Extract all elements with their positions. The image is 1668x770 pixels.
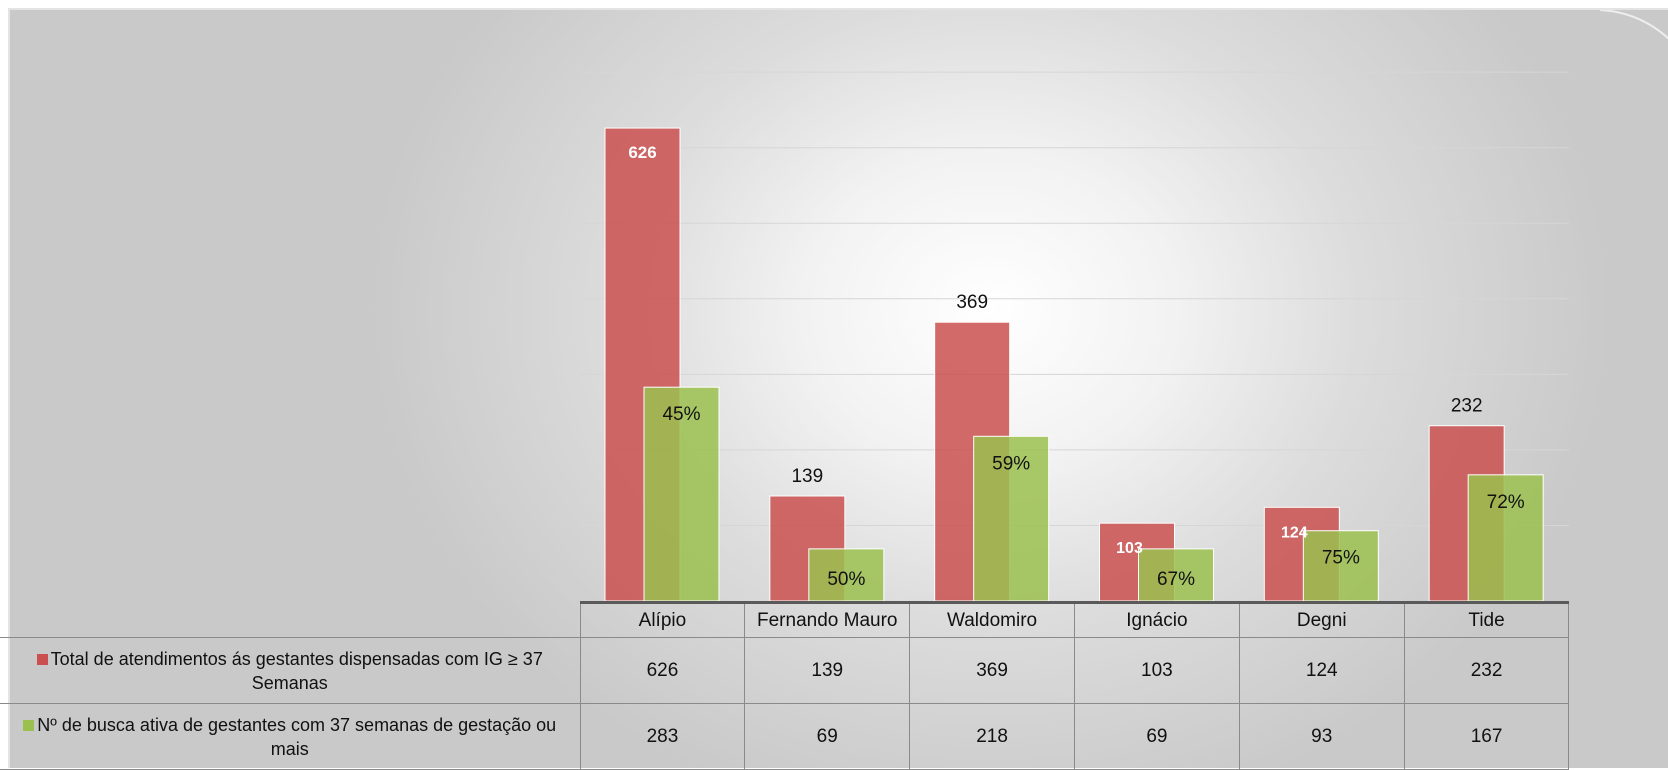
legend-total: Total de atendimentos ás gestantes dispe… (0, 637, 581, 704)
bar-busca (1302, 530, 1379, 602)
category-label: Waldomiro (909, 601, 1075, 638)
table-cell-total: 124 (1238, 637, 1405, 704)
legend-total-label: Total de atendimentos ás gestantes dispe… (50, 648, 543, 693)
bar-busca (1467, 474, 1544, 602)
table-cell-busca: 283 (579, 703, 746, 770)
data-table: Alípio Fernando Mauro Waldomiro Ignácio Degn… (0, 601, 1570, 770)
category-label: Alípio (579, 601, 746, 638)
category-label: Ignácio (1073, 601, 1240, 638)
page-curl-decoration (1600, 10, 1668, 40)
data-label-total: 232 (1451, 396, 1483, 417)
table-cell-total: 103 (1073, 637, 1240, 704)
data-label-percent: 50% (827, 569, 865, 590)
data-label-total: 139 (791, 466, 823, 487)
data-label-percent: 67% (1157, 569, 1195, 590)
table-corner (0, 603, 580, 638)
category-label: Fernando Mauro (744, 601, 911, 638)
table-row-total: Total de atendimentos ás gestantes dispe… (0, 637, 1570, 704)
table-cell-total: 626 (579, 637, 746, 704)
table-cell-total: 369 (909, 637, 1075, 704)
table-row-busca: Nº de busca ativa de gestantes com 37 se… (0, 703, 1570, 770)
bar-busca (1138, 548, 1214, 602)
table-cell-busca: 93 (1238, 703, 1405, 770)
legend-swatch-total (36, 653, 48, 665)
table-cell-total: 232 (1403, 637, 1570, 704)
data-label-percent: 45% (662, 404, 700, 425)
bar-busca (643, 386, 720, 602)
table-cell-total: 139 (744, 637, 911, 704)
category-row: Alípio Fernando Mauro Waldomiro Ignácio Degn… (0, 601, 1570, 638)
category-label: Degni (1238, 601, 1405, 638)
data-label-total: 626 (628, 143, 656, 162)
data-label-total: 124 (1281, 524, 1308, 541)
category-label: Tide (1403, 601, 1570, 638)
bar-busca (808, 548, 885, 602)
data-label-total: 369 (956, 292, 988, 313)
data-label-percent: 72% (1487, 492, 1525, 513)
legend-swatch-busca (23, 719, 35, 731)
table-cell-busca: 218 (909, 703, 1075, 770)
table-cell-busca: 167 (1403, 703, 1570, 770)
table-cell-busca: 69 (1073, 703, 1240, 770)
legend-busca-label: Nº de busca ativa de gestantes com 37 se… (37, 714, 557, 759)
data-label-percent: 75% (1322, 548, 1360, 569)
legend-busca: Nº de busca ativa de gestantes com 37 se… (0, 703, 581, 770)
data-label-percent: 59% (992, 453, 1030, 474)
bar-busca (973, 435, 1050, 602)
data-label-total: 103 (1116, 540, 1143, 557)
table-cell-busca: 69 (744, 703, 911, 770)
